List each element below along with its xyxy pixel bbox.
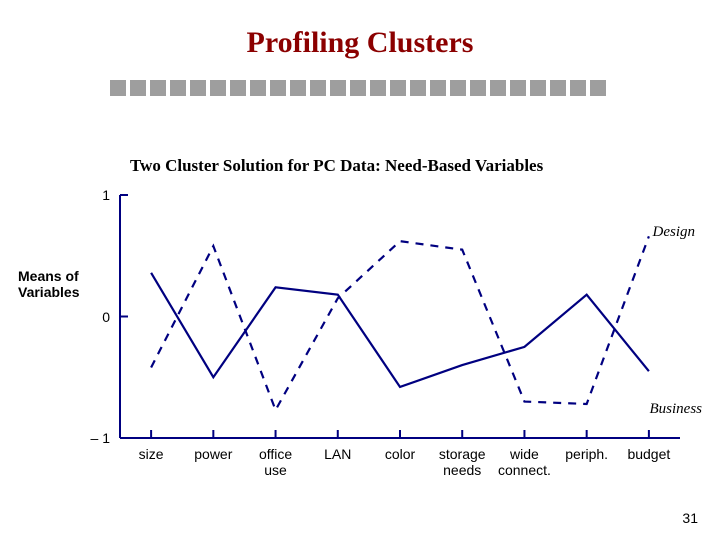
divider-square <box>150 80 166 96</box>
divider-square <box>210 80 226 96</box>
divider-square <box>310 80 326 96</box>
divider-square <box>450 80 466 96</box>
ytick-label: 0 <box>82 309 110 325</box>
line-chart <box>100 175 700 458</box>
divider-square <box>290 80 306 96</box>
chart-subtitle: Two Cluster Solution for PC Data: Need-B… <box>130 156 543 176</box>
page-number: 31 <box>682 510 698 526</box>
xtick-label-line: LAN <box>303 446 373 462</box>
divider-square <box>190 80 206 96</box>
xtick-label-line: office <box>241 446 311 462</box>
y-axis-label: Means ofVariables <box>18 268 80 300</box>
y-axis-label-line: Variables <box>18 284 80 300</box>
xtick-label-line: connect. <box>489 462 559 478</box>
divider-square <box>570 80 586 96</box>
xtick-label-line: wide <box>489 446 559 462</box>
divider-square <box>530 80 546 96</box>
ytick-label: 1 <box>82 187 110 203</box>
xtick-label-line: power <box>178 446 248 462</box>
xtick-label: color <box>365 446 435 462</box>
divider-square <box>350 80 366 96</box>
divider-square <box>490 80 506 96</box>
xtick-label-line: budget <box>614 446 684 462</box>
xtick-label: periph. <box>552 446 622 462</box>
xtick-label-line: periph. <box>552 446 622 462</box>
slide-title: Profiling Clusters <box>0 26 720 60</box>
xtick-label: officeuse <box>241 446 311 478</box>
xtick-label: storageneeds <box>427 446 497 478</box>
xtick-label-line: storage <box>427 446 497 462</box>
divider-square <box>390 80 406 96</box>
divider-square <box>470 80 486 96</box>
xtick-label: budget <box>614 446 684 462</box>
divider-square <box>590 80 606 96</box>
divider-square <box>370 80 386 96</box>
xtick-label: power <box>178 446 248 462</box>
y-axis-label-line: Means of <box>18 268 80 284</box>
divider-square <box>410 80 426 96</box>
xtick-label-line: color <box>365 446 435 462</box>
divider-square <box>510 80 526 96</box>
divider-square <box>230 80 246 96</box>
divider-square <box>270 80 286 96</box>
xtick-label-line: needs <box>427 462 497 478</box>
xtick-label: wideconnect. <box>489 446 559 478</box>
divider-square <box>170 80 186 96</box>
divider-square <box>110 80 126 96</box>
divider-square <box>130 80 146 96</box>
ytick-label: – 1 <box>82 430 110 446</box>
divider-square <box>330 80 346 96</box>
series-label: Design <box>653 224 696 241</box>
divider-square <box>550 80 566 96</box>
divider-square <box>250 80 266 96</box>
xtick-label: LAN <box>303 446 373 462</box>
series-design <box>151 236 649 410</box>
xtick-label-line: size <box>116 446 186 462</box>
xtick-label-line: use <box>241 462 311 478</box>
divider-square <box>430 80 446 96</box>
series-label: Business <box>650 401 703 418</box>
series-business <box>151 273 649 387</box>
divider-squares <box>110 80 606 96</box>
xtick-label: size <box>116 446 186 462</box>
